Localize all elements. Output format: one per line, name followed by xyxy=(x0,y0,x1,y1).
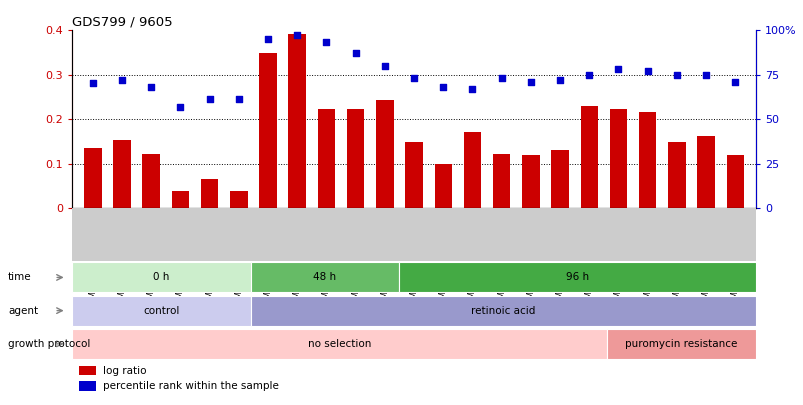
Text: log ratio: log ratio xyxy=(103,366,146,375)
Text: puromycin resistance: puromycin resistance xyxy=(625,339,736,349)
Point xyxy=(641,68,654,74)
Bar xyxy=(346,109,364,208)
Bar xyxy=(399,262,755,292)
Bar xyxy=(638,113,655,208)
Point xyxy=(291,32,304,38)
Bar xyxy=(551,150,569,208)
Text: 96 h: 96 h xyxy=(565,273,589,282)
Bar xyxy=(288,34,306,208)
Point xyxy=(86,80,99,87)
Point xyxy=(466,85,479,92)
Bar xyxy=(667,142,685,208)
Text: 48 h: 48 h xyxy=(313,273,336,282)
Point xyxy=(728,79,741,85)
Bar xyxy=(72,329,606,359)
Bar xyxy=(606,329,755,359)
Text: control: control xyxy=(143,306,179,315)
Point xyxy=(349,50,361,56)
Point xyxy=(116,77,128,83)
Point xyxy=(436,84,449,90)
Point xyxy=(582,71,595,78)
Bar xyxy=(172,191,189,208)
Bar xyxy=(259,53,276,208)
Bar xyxy=(726,155,743,208)
Text: percentile rank within the sample: percentile rank within the sample xyxy=(103,381,279,391)
Bar xyxy=(405,142,422,208)
Bar xyxy=(72,262,251,292)
Bar xyxy=(230,191,247,208)
Bar xyxy=(201,179,218,208)
Bar xyxy=(609,109,626,208)
Bar xyxy=(142,154,160,208)
Point xyxy=(495,75,507,81)
Bar xyxy=(251,296,755,326)
Text: growth protocol: growth protocol xyxy=(8,339,90,349)
Bar xyxy=(113,141,131,208)
Text: retinoic acid: retinoic acid xyxy=(471,306,535,315)
Point xyxy=(407,75,420,81)
Bar xyxy=(72,296,251,326)
Bar xyxy=(463,132,481,208)
Bar xyxy=(79,381,96,391)
Text: no selection: no selection xyxy=(308,339,371,349)
Text: 0 h: 0 h xyxy=(153,273,169,282)
Bar xyxy=(492,154,510,208)
Bar xyxy=(521,155,539,208)
Point xyxy=(320,39,332,46)
Bar xyxy=(317,109,335,208)
Bar xyxy=(79,366,96,375)
Point xyxy=(173,103,186,110)
Bar xyxy=(580,106,597,208)
Point xyxy=(524,79,536,85)
Bar xyxy=(696,136,714,208)
Bar xyxy=(251,262,399,292)
Bar xyxy=(376,100,393,208)
Bar xyxy=(84,148,101,208)
Point xyxy=(261,36,274,42)
Text: agent: agent xyxy=(8,306,38,315)
Point xyxy=(378,62,391,69)
Point xyxy=(611,66,624,72)
Point xyxy=(203,96,216,103)
Point xyxy=(670,71,683,78)
Point xyxy=(553,77,566,83)
Bar xyxy=(434,164,451,208)
Point xyxy=(145,84,157,90)
Text: GDS799 / 9605: GDS799 / 9605 xyxy=(72,16,173,29)
Text: time: time xyxy=(8,273,31,282)
Point xyxy=(699,71,711,78)
Point xyxy=(232,96,245,103)
